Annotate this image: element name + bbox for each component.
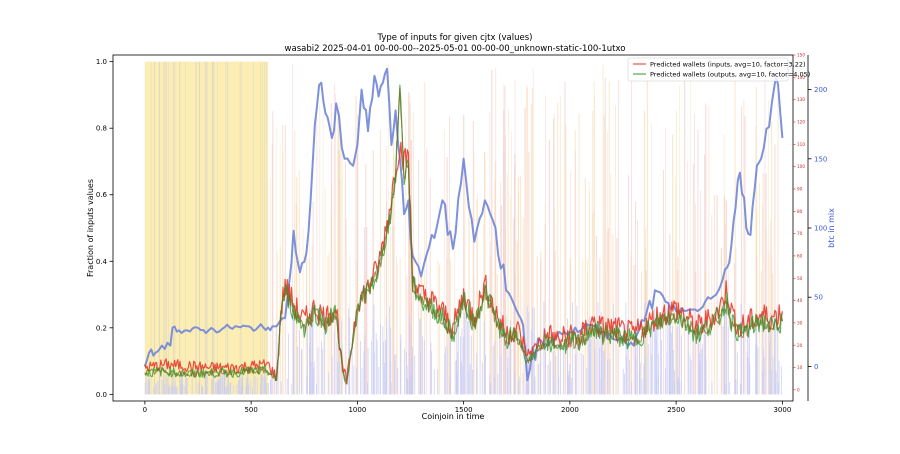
x-tick-label: 500 [244,406,257,414]
right-blue-axis-ticks: 0 50 100 150 200 [808,86,827,371]
legend-box [627,57,789,82]
y-tick-label: 0.6 [96,191,108,199]
y3-tick-label: 0 [797,387,800,392]
chart-title: Type of inputs for given cjtx (values) [377,33,533,43]
chart-subtitle: wasabi2 2025-04-01 00-00-00--2025-05-01 … [285,44,626,54]
y-tick-label: 0.8 [96,125,107,133]
y3-tick-label: 100 [797,164,805,169]
y-axis-ticks: 0.0 0.2 0.4 0.6 0.8 1.0 [96,58,113,399]
x-tick-label: 3000 [773,406,791,414]
y3-tick-label: 130 [797,97,805,102]
y2-tick-label: 50 [814,294,823,302]
x-axis-ticks: 0 500 1000 1500 2000 2500 3000 [143,401,791,414]
legend-label-outputs: Predicted wallets (outputs, avg=10, fact… [650,71,810,79]
y3-tick-label: 60 [797,254,803,259]
background-bands [144,61,782,395]
y3-tick-label: 80 [797,209,803,214]
x-tick-label: 2500 [667,406,685,414]
y2-tick-label: 150 [814,155,827,163]
y3-tick-label: 30 [797,320,803,325]
y3-tick-label: 140 [797,75,805,80]
plot-frame [112,54,794,402]
y3-tick-label: 110 [797,142,805,147]
legend: Predicted wallets (inputs, avg=10, facto… [627,57,810,82]
x-tick-label: 1500 [455,406,473,414]
y-axis-label: Fraction of inputs values [86,179,95,277]
y2-tick-label: 0 [814,363,818,371]
y-tick-label: 0.2 [96,324,107,332]
y-tick-label: 1.0 [96,58,107,66]
y3-tick-label: 120 [797,120,805,125]
right-red-axis-ticks: 0 10 20 30 40 50 60 70 80 90 100 110 120 130 140 150 [793,53,805,392]
x-tick-label: 0 [143,406,147,414]
y3-tick-label: 90 [797,187,803,192]
y-tick-label: 0.4 [96,258,108,266]
y3-tick-label: 10 [797,365,803,370]
y2-axis-label: btc in mix [827,208,836,248]
y3-tick-label: 40 [797,298,803,303]
inputs-series-line [144,141,783,385]
wallet-series-layer [144,84,783,385]
y3-tick-label: 70 [797,231,803,236]
x-tick-label: 1000 [348,406,366,414]
y2-tick-label: 100 [814,225,827,233]
y3-tick-label: 50 [797,276,803,281]
y3-tick-label: 150 [797,53,805,58]
overlap-series-line [144,87,783,385]
y-tick-label: 0.0 [96,391,107,399]
x-tick-label: 2000 [561,406,579,414]
y3-tick-label: 20 [797,343,803,348]
legend-label-inputs: Predicted wallets (inputs, avg=10, facto… [650,61,806,69]
x-axis-label: Coinjoin in time [422,412,485,421]
y2-tick-label: 200 [814,86,827,94]
